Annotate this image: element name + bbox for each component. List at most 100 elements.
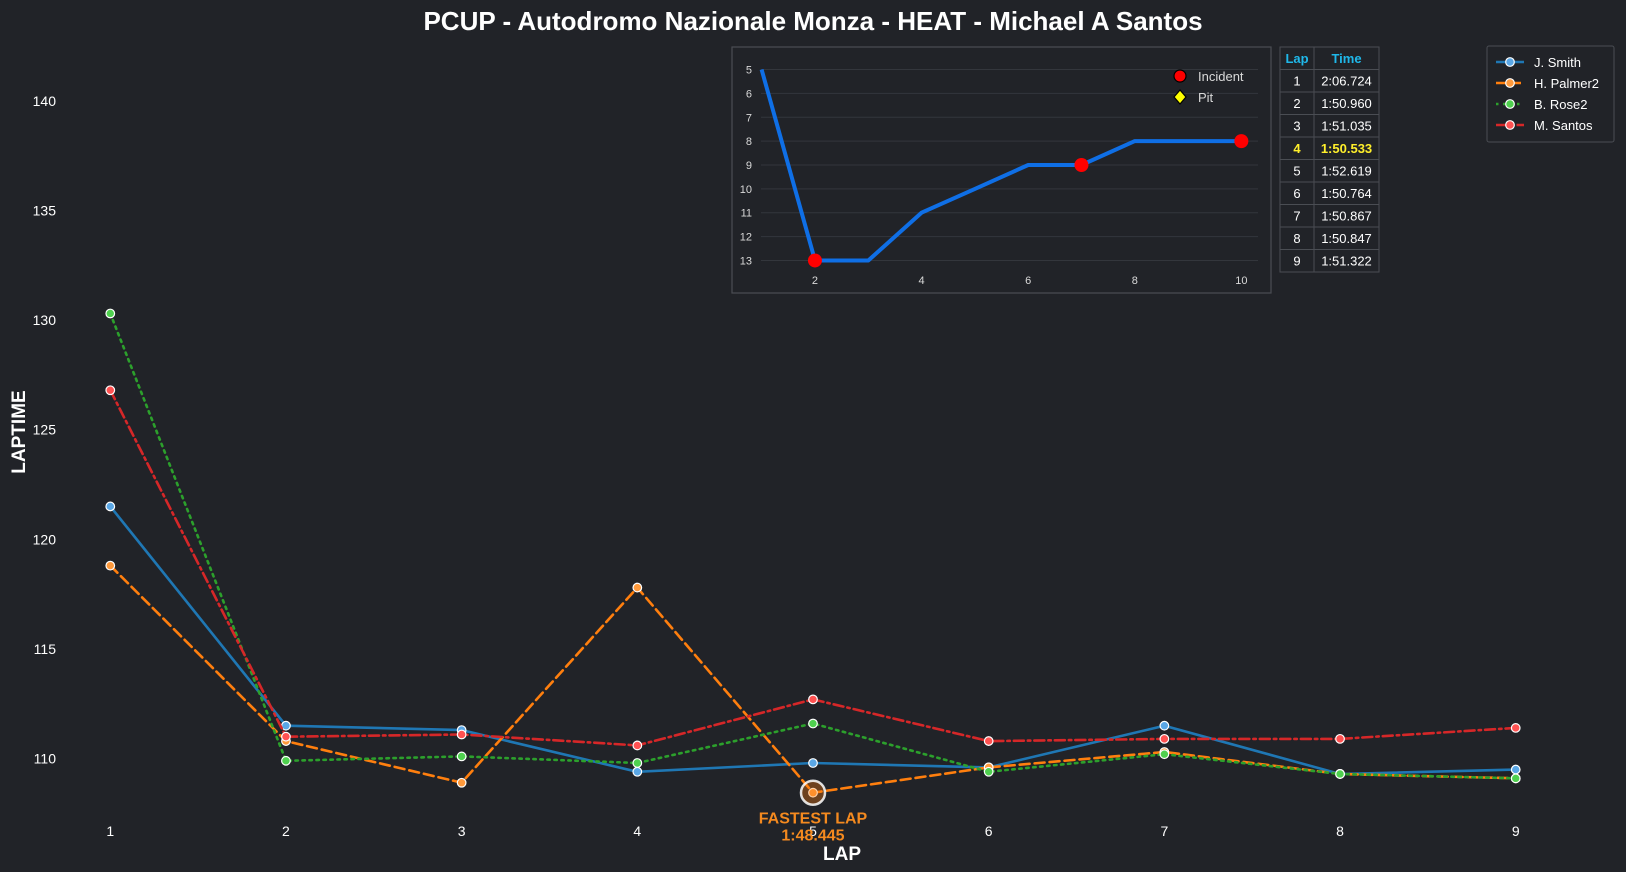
inset-y-tick-label-4: 9 <box>746 160 752 172</box>
series-0-point-3 <box>632 766 643 777</box>
table-cell-time: 2:06.724 <box>1321 74 1372 89</box>
y-tick-label-4: 130 <box>33 312 57 328</box>
incident-marker-0 <box>807 253 822 268</box>
table-row: 9 1:51.322 <box>1279 249 1380 273</box>
series-2-point-1 <box>281 755 291 766</box>
inset-legend: Incident Pit <box>1173 69 1244 105</box>
y-tick-label-0: 110 <box>34 751 57 767</box>
series-3 <box>105 385 1521 751</box>
series-3-point-2 <box>456 729 467 740</box>
x-tick-label-1: 2 <box>282 823 290 839</box>
inset-x-ticks: 2 4 6 8 10 <box>812 275 1248 287</box>
series-3-point-8 <box>1510 723 1521 733</box>
series-3-point-4 <box>808 694 818 705</box>
table-cell-time: 1:50.847 <box>1321 231 1372 246</box>
x-tick-label-8: 9 <box>1512 823 1520 839</box>
series-0-point-8 <box>1510 764 1521 775</box>
inset-y-tick-label-7: 12 <box>740 232 752 244</box>
series-0-point-4 <box>808 758 818 768</box>
inset-y-tick-label-6: 11 <box>741 208 752 220</box>
x-tick-label-7: 8 <box>1336 823 1344 839</box>
table-cell-lap: 5 <box>1293 164 1300 179</box>
series-3-point-5 <box>983 736 994 746</box>
y-tick-label-1: 115 <box>34 641 57 657</box>
inset-y-tick-label-2: 7 <box>746 112 752 124</box>
inset-x-tick-label-1: 4 <box>918 275 924 287</box>
table-row: 4 1:50.533 <box>1279 136 1380 160</box>
table-cell-time: 1:51.322 <box>1321 254 1372 269</box>
series-2-point-2 <box>456 751 467 762</box>
inset-x-tick-label-2: 6 <box>1025 275 1031 287</box>
x-axis-ticks: 1 2 3 4 5 6 7 8 9 <box>106 823 1519 839</box>
x-tick-label-2: 3 <box>458 823 466 839</box>
table-cell-lap: 9 <box>1293 254 1300 269</box>
table-cell-time: 1:51.035 <box>1321 119 1372 134</box>
legend-item-0: J. Smith <box>1496 55 1581 70</box>
inset-y-tick-label-8: 13 <box>740 255 752 267</box>
table-header-time: Time <box>1331 51 1361 66</box>
series-3-point-7 <box>1335 733 1345 744</box>
series-3-point-1 <box>281 731 291 742</box>
inset-y-tick-label-5: 10 <box>740 184 752 196</box>
position-line <box>759 68 1242 263</box>
series-3-point-3 <box>632 740 643 751</box>
legend-label-1: H. Palmer2 <box>1534 76 1599 91</box>
y-tick-label-2: 120 <box>33 531 57 547</box>
y-tick-label-5: 135 <box>33 202 57 218</box>
y-tick-label-6: 140 <box>33 93 57 109</box>
x-tick-label-4: 5 <box>809 823 817 839</box>
series-2-point-4 <box>808 718 818 729</box>
legend-label-0: J. Smith <box>1534 55 1581 70</box>
series-lines <box>105 308 1521 798</box>
x-tick-label-6: 7 <box>1160 823 1168 839</box>
fastest-lap-time: 1:48.445 <box>781 828 844 845</box>
series-2-point-3 <box>632 758 643 768</box>
table-cell-lap: 1 <box>1293 74 1300 89</box>
series-0-point-6 <box>1159 720 1170 731</box>
legend-item-2: B. Rose2 <box>1496 97 1587 112</box>
laptime-table: Lap Time 1 2:06.724 2 1:50.960 3 1:51.035 4 1:50.… <box>1279 46 1380 273</box>
inset-x-tick-label-0: 2 <box>812 275 818 287</box>
chart-title: PCUP - Autodromo Nazionale Monza - HEAT … <box>423 6 1202 36</box>
legend-marker-2 <box>1505 99 1515 109</box>
fastest-lap-highlight <box>799 779 827 806</box>
inset-y-tick-label-1: 6 <box>746 88 752 100</box>
table-row: 1 2:06.724 <box>1279 69 1380 93</box>
table-cell-time: 1:52.619 <box>1321 164 1372 179</box>
inset-y-tick-label-3: 8 <box>746 136 752 148</box>
series-2-point-6 <box>1159 749 1170 760</box>
table-row: 8 1:50.847 <box>1279 226 1380 250</box>
x-tick-label-3: 4 <box>633 823 641 839</box>
y-tick-label-3: 125 <box>33 422 57 438</box>
series-1-point-0 <box>105 560 116 571</box>
pit-legend-label: Pit <box>1198 90 1214 105</box>
series-line-0 <box>109 505 1517 776</box>
table-row: 7 1:50.867 <box>1279 204 1380 228</box>
series-2-point-0 <box>105 308 116 319</box>
x-axis-label: LAP <box>823 844 861 865</box>
legend-label-3: M. Santos <box>1534 118 1593 133</box>
series-0-point-1 <box>281 720 291 731</box>
incident-marker-2 <box>1234 134 1249 149</box>
incident-legend-label: Incident <box>1198 69 1244 84</box>
series-1-point-3 <box>632 582 643 593</box>
legend-item-1: H. Palmer2 <box>1496 76 1599 91</box>
position-inset: 5 6 7 8 9 10 11 12 13 2 4 6 8 10 Incident Pit <box>731 46 1272 294</box>
table-header-lap: Lap <box>1285 51 1308 66</box>
inset-y-ticks: 5 6 7 8 9 10 11 12 13 <box>740 65 752 268</box>
table-row: 6 1:50.764 <box>1279 181 1380 205</box>
table-cell-lap: 3 <box>1293 119 1300 134</box>
y-axis-ticks: 110 115 120 125 130 135 140 <box>33 93 57 767</box>
series-line-3 <box>109 388 1517 747</box>
series-2-point-5 <box>983 766 994 777</box>
fastest-lap-annotation: FASTEST LAP 1:48.445 <box>759 779 868 845</box>
y-axis-label: LAPTIME <box>9 390 30 473</box>
table-cell-lap: 2 <box>1293 96 1300 111</box>
incident-legend-marker <box>1173 69 1187 83</box>
legend-marker-3 <box>1505 120 1515 130</box>
incident-markers <box>807 134 1249 268</box>
x-tick-label-5: 6 <box>985 823 993 839</box>
inset-x-tick-label-4: 10 <box>1235 275 1247 287</box>
legend-marker-0 <box>1505 57 1515 67</box>
